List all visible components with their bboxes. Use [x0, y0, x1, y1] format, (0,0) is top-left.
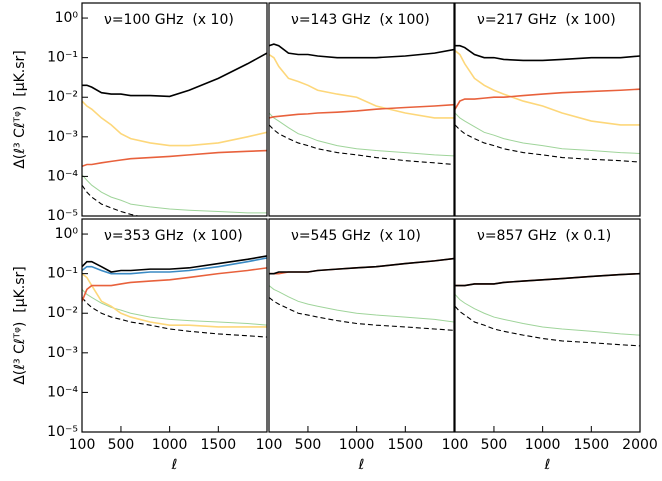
x-tick-label: 500	[108, 437, 135, 453]
y-tick-label: 10⁻¹	[47, 50, 78, 66]
plot-area	[455, 44, 640, 163]
y-tick-label: 10⁻⁵	[47, 424, 78, 440]
x-axis-label: ℓ	[171, 457, 178, 473]
series-line	[269, 257, 454, 275]
panel-annotation: ν=857 GHz (x 0.1)	[477, 228, 611, 244]
x-tick-label: 100	[442, 437, 469, 453]
panel-frame	[454, 218, 641, 433]
y-tick-label: 10⁻⁴	[47, 384, 78, 400]
series-line	[82, 273, 267, 328]
y-tick-label: 10⁻¹	[47, 266, 78, 282]
x-axis-label: ℓ	[358, 457, 365, 473]
series-line	[455, 305, 640, 347]
x-tick-label: 1000	[152, 437, 188, 453]
series-line	[82, 184, 141, 216]
panel-frame	[268, 218, 455, 433]
x-tick-label: 500	[295, 437, 322, 453]
series-line	[269, 124, 454, 166]
x-tick-label: 500	[481, 437, 508, 453]
panel-annotation: ν=100 GHz (x 10)	[104, 12, 234, 28]
series-line	[82, 174, 267, 214]
y-axis-label: Δ(ℓ³ Cℓᵀᵠ) [μK.sr]	[12, 266, 28, 385]
x-tick-label: 1500	[200, 437, 236, 453]
panel-frame	[268, 2, 455, 217]
x-tick-label: 100	[256, 437, 283, 453]
y-axis-label: Δ(ℓ³ Cℓᵀᵠ) [μK.sr]	[12, 50, 28, 169]
panel-frame	[454, 2, 641, 217]
series-line	[455, 124, 640, 163]
series-line	[269, 112, 454, 157]
x-tick-label: 1000	[525, 437, 561, 453]
y-tick-label: 10⁻³	[47, 345, 78, 361]
series-line	[82, 100, 267, 147]
series-line	[455, 44, 640, 62]
plot-area	[82, 255, 267, 338]
series-line	[269, 53, 454, 119]
y-tick-label: 10⁰	[55, 226, 79, 242]
panel-annotation: ν=217 GHz (x 100)	[477, 12, 616, 28]
series-line	[455, 294, 640, 336]
x-tick-label: 1500	[387, 437, 423, 453]
series-line	[269, 285, 454, 323]
series-line	[82, 257, 267, 275]
y-tick-label: 10⁻⁴	[47, 168, 78, 184]
panel-annotation: ν=545 GHz (x 10)	[291, 228, 421, 244]
series-line	[455, 112, 640, 154]
plot-area	[269, 257, 454, 331]
y-tick-label: 10⁻³	[47, 129, 78, 145]
y-tick-label: 10⁻⁵	[47, 208, 78, 224]
series-line	[455, 272, 640, 287]
series-line	[82, 289, 267, 326]
series-line	[82, 52, 267, 98]
plot-area	[82, 52, 267, 216]
series-line	[455, 50, 640, 126]
x-tick-label: 100	[69, 437, 96, 453]
x-tick-label: 1500	[573, 437, 609, 453]
panel-frame	[81, 2, 268, 217]
panel-annotation: ν=143 GHz (x 100)	[291, 12, 430, 28]
x-tick-label: 2000	[622, 437, 658, 453]
x-tick-label: 1000	[339, 437, 375, 453]
series-line	[269, 43, 454, 59]
y-tick-label: 10⁻²	[47, 89, 78, 105]
y-tick-label: 10⁰	[55, 10, 79, 26]
series-line	[82, 255, 267, 273]
panel-annotation: ν=353 GHz (x 100)	[104, 228, 243, 244]
plot-area	[269, 43, 454, 166]
panel-frame	[81, 218, 268, 433]
series-line	[82, 297, 267, 338]
series-line	[82, 149, 267, 168]
series-line	[455, 88, 640, 110]
series-line	[269, 297, 454, 331]
series-line	[269, 103, 454, 119]
x-axis-label: ℓ	[544, 457, 551, 473]
plot-area	[455, 272, 640, 347]
series-line	[82, 267, 267, 302]
y-tick-label: 10⁻²	[47, 305, 78, 321]
